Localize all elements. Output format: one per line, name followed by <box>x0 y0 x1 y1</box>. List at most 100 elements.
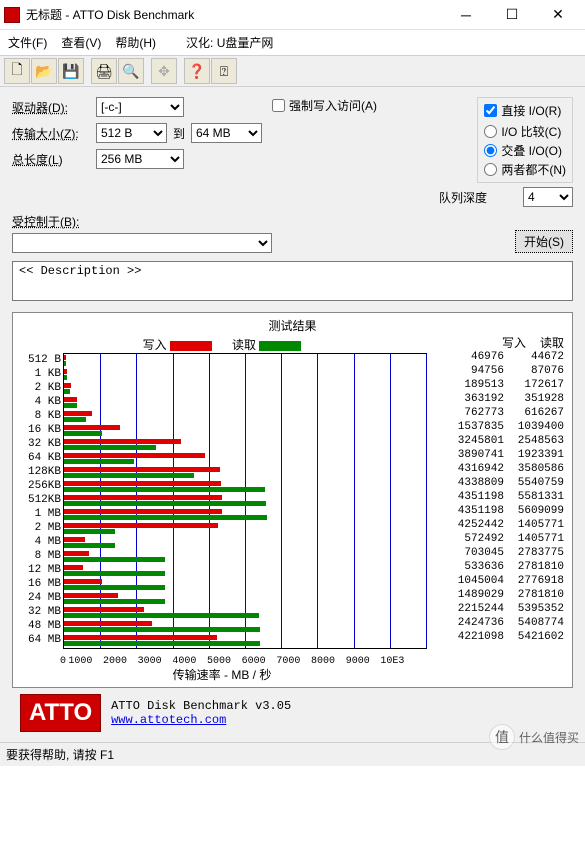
direct-io-label: 直接 I/O(R) <box>501 102 561 119</box>
maximize-button[interactable]: ☐ <box>489 0 535 30</box>
bar-read <box>64 515 267 520</box>
context-help-icon[interactable]: ⍰ <box>211 58 237 84</box>
bar-write <box>64 551 89 556</box>
controlled-by-label: 受控制于(B): <box>12 215 79 229</box>
table-row: 10450042776918 <box>427 574 568 588</box>
ylabel: 2 KB <box>17 381 61 395</box>
bar-write <box>64 523 218 528</box>
bar-read <box>64 403 77 408</box>
axis-title: 传输速率 - MB / 秒 <box>17 666 427 683</box>
bar-read <box>64 417 86 422</box>
table-row: 15378351039400 <box>427 420 568 434</box>
watermark-icon: 值 <box>489 724 515 750</box>
start-button[interactable]: 开始(S) <box>515 230 573 253</box>
menu-file[interactable]: 文件(F) <box>8 34 47 51</box>
menu-help[interactable]: 帮助(H) <box>115 34 156 51</box>
open-icon[interactable]: 📂 <box>31 58 57 84</box>
total-length-select[interactable]: 256 MB <box>96 149 184 169</box>
controlled-by-select[interactable] <box>12 233 272 253</box>
product-url[interactable]: www.attotech.com <box>111 713 226 727</box>
queue-depth-label: 队列深度 <box>439 189 517 206</box>
bar-read <box>64 571 165 576</box>
io-overlap-radio[interactable] <box>484 144 497 157</box>
force-write-checkbox[interactable] <box>272 99 285 112</box>
watermark: 值 什么值得买 <box>489 724 579 750</box>
table-row: 14890292781810 <box>427 588 568 602</box>
zoom-icon[interactable]: 🔍 <box>118 58 144 84</box>
bar-write <box>64 565 83 570</box>
bar-write <box>64 579 102 584</box>
table-row: 189513172617 <box>427 378 568 392</box>
bar-read <box>64 389 70 394</box>
bar-read <box>64 641 260 646</box>
bar-write <box>64 355 66 360</box>
bar-write <box>64 439 181 444</box>
bar-read <box>64 473 194 478</box>
result-title: 测试结果 <box>17 317 568 334</box>
bar-read <box>64 487 265 492</box>
bar-read <box>64 613 259 618</box>
menu-view[interactable]: 查看(V) <box>61 34 101 51</box>
bar-write <box>64 495 222 500</box>
product-name: ATTO Disk Benchmark v3.05 <box>111 699 291 713</box>
bar-read <box>64 529 115 534</box>
bar-read <box>64 445 156 450</box>
direct-io-checkbox[interactable] <box>484 104 497 117</box>
size-to-select[interactable]: 64 MB <box>191 123 262 143</box>
table-row: 42210985421602 <box>427 630 568 644</box>
chart: 512 B1 KB2 KB4 KB8 KB16 KB32 KB64 KB128K… <box>17 353 427 683</box>
table-row: 762773616267 <box>427 406 568 420</box>
bar-read <box>64 627 260 632</box>
legend-write-box <box>170 341 212 351</box>
bar-read <box>64 599 165 604</box>
titlebar: 无标题 - ATTO Disk Benchmark ─ ☐ ✕ <box>0 0 585 30</box>
size-from-select[interactable]: 512 B <box>96 123 167 143</box>
legend-write-label: 写入 <box>143 338 167 352</box>
neither-radio[interactable] <box>484 163 497 176</box>
bar-write <box>64 635 217 640</box>
new-icon[interactable]: 🗋 <box>4 58 30 84</box>
io-compare-radio[interactable] <box>484 125 497 138</box>
table-row: 32458012548563 <box>427 434 568 448</box>
bar-write <box>64 397 77 402</box>
move-icon[interactable]: ✥ <box>151 58 177 84</box>
bar-read <box>64 543 115 548</box>
bar-read <box>64 501 266 506</box>
ylabel: 12 MB <box>17 563 61 577</box>
ylabel: 4 MB <box>17 535 61 549</box>
window-title: 无标题 - ATTO Disk Benchmark <box>26 6 443 23</box>
total-length-label: 总长度(L) <box>12 151 90 168</box>
minimize-button[interactable]: ─ <box>443 0 489 30</box>
bar-write <box>64 607 144 612</box>
table-row: 43511985609099 <box>427 504 568 518</box>
bar-write <box>64 425 120 430</box>
description-box[interactable] <box>12 261 573 301</box>
help-icon[interactable]: ❓ <box>184 58 210 84</box>
bar-read <box>64 557 165 562</box>
close-button[interactable]: ✕ <box>535 0 581 30</box>
menubar: 文件(F) 查看(V) 帮助(H) 汉化: U盘量产网 <box>0 30 585 55</box>
bar-write <box>64 411 92 416</box>
table-row: 43169423580586 <box>427 462 568 476</box>
atto-logo: ATTO <box>20 694 101 732</box>
ylabel: 8 MB <box>17 549 61 563</box>
bar-write <box>64 509 222 514</box>
to-label: 到 <box>173 125 185 142</box>
ylabel: 64 MB <box>17 633 61 647</box>
table-row: 38907411923391 <box>427 448 568 462</box>
table-row: 43511985581331 <box>427 490 568 504</box>
ylabel: 8 KB <box>17 409 61 423</box>
queue-depth-select[interactable]: 4 <box>523 187 573 207</box>
ylabel: 32 KB <box>17 437 61 451</box>
table-row: 42524421405771 <box>427 518 568 532</box>
print-icon[interactable]: 🖨 <box>91 58 117 84</box>
drive-select[interactable]: [-c-] <box>96 97 184 117</box>
save-icon[interactable]: 💾 <box>58 58 84 84</box>
table-row: 5336362781810 <box>427 560 568 574</box>
content-panel: 驱动器(D): [-c-] 传输大小(Z): 512 B 到 64 MB 总长度… <box>0 87 585 742</box>
translator-label: 汉化: U盘量产网 <box>186 34 273 51</box>
table-row: 5724921405771 <box>427 532 568 546</box>
bar-write <box>64 467 220 472</box>
table-header-write: 写入 <box>502 336 526 350</box>
ylabel: 2 MB <box>17 521 61 535</box>
